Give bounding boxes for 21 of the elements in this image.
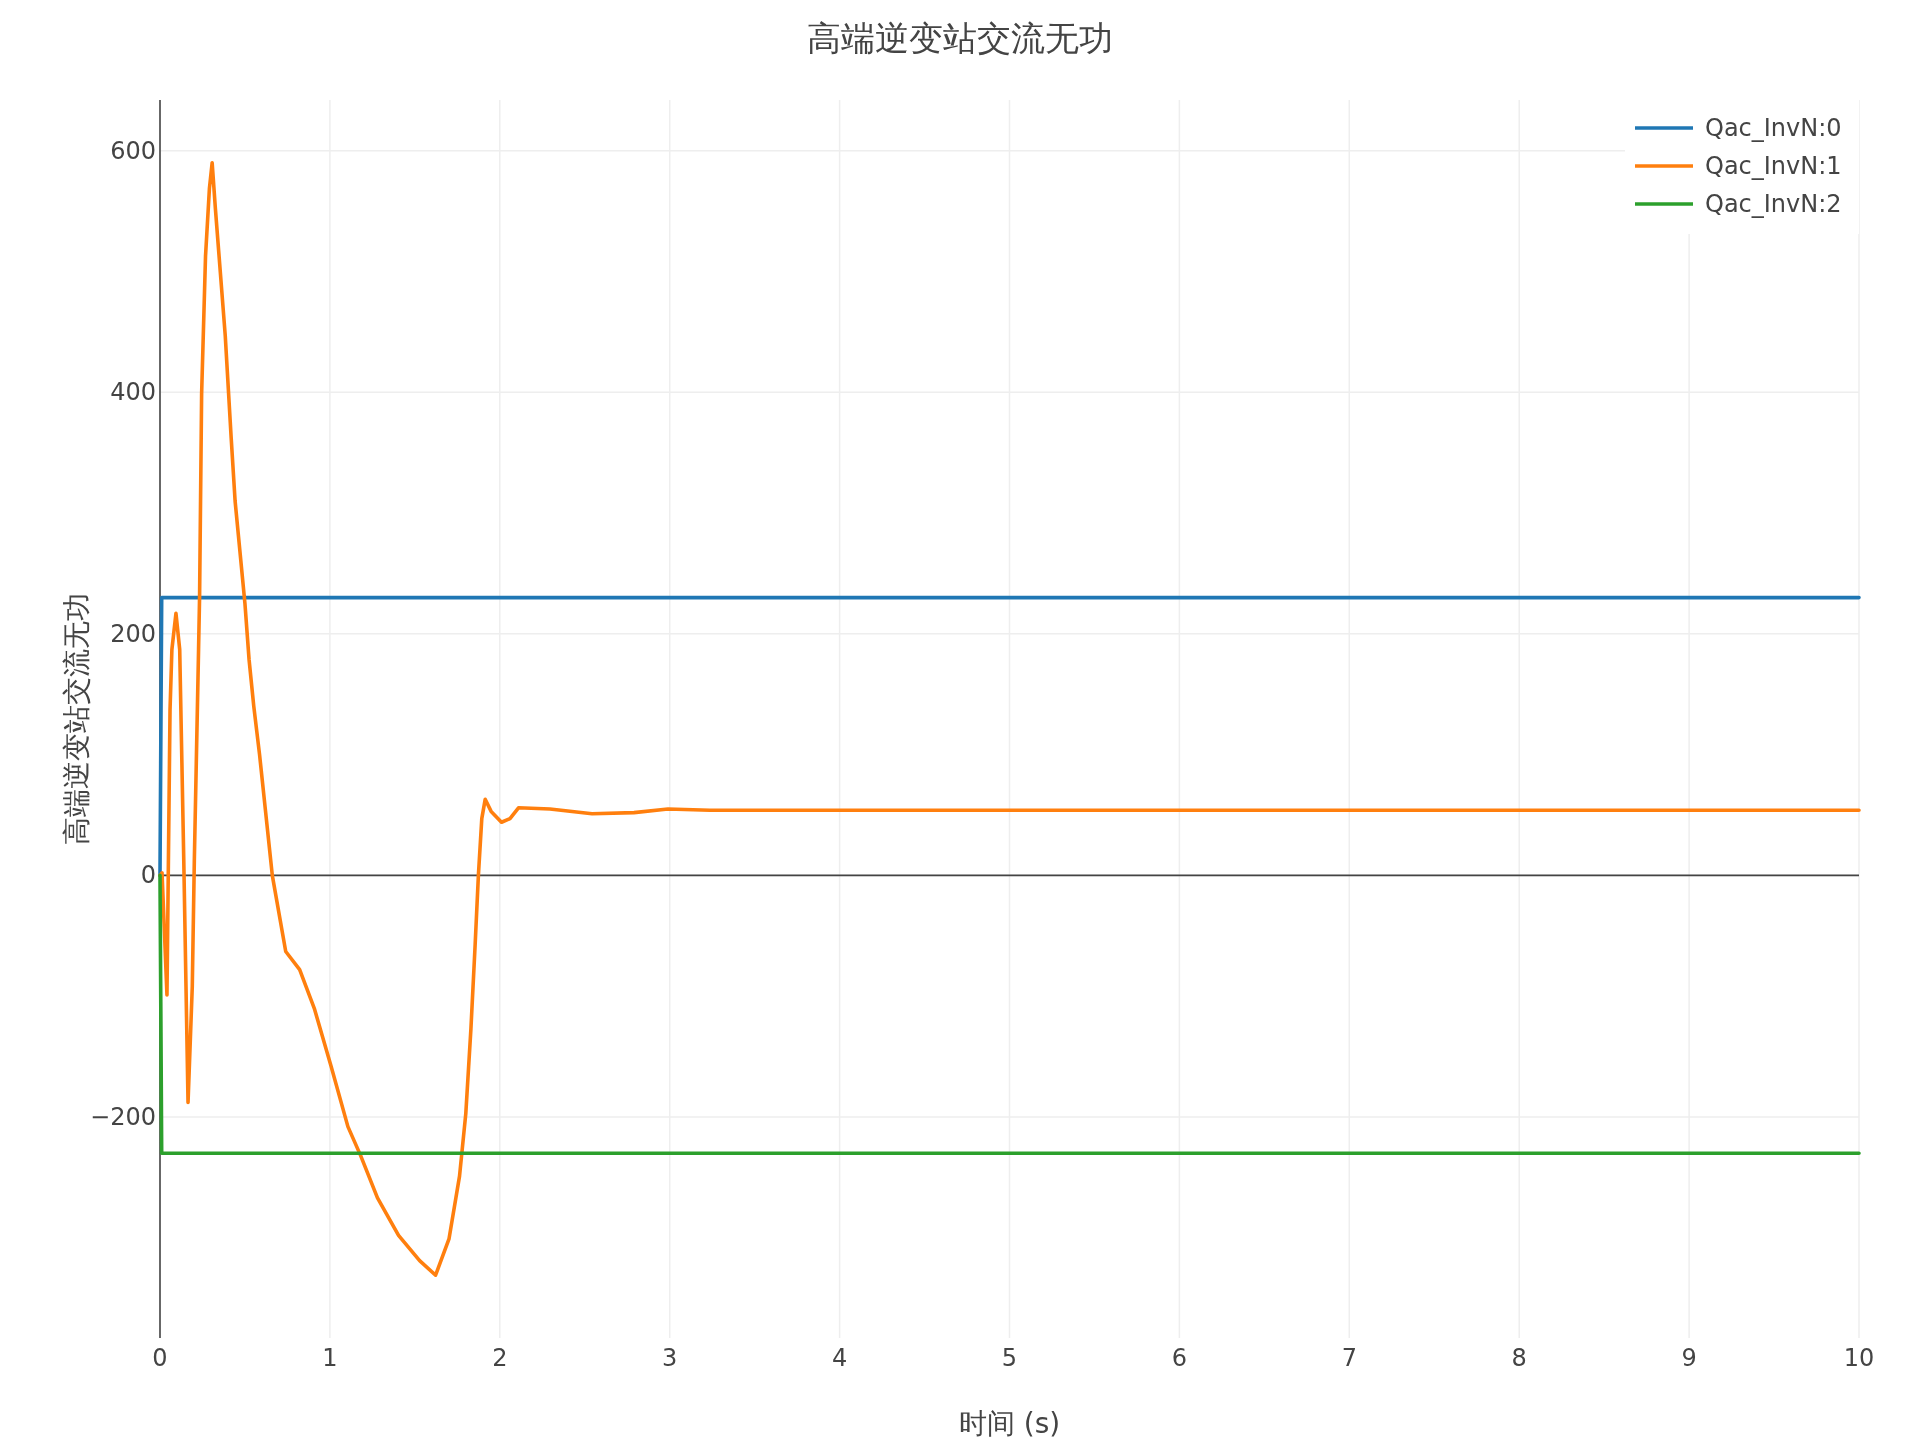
x-tick-label: 10 bbox=[1843, 1344, 1875, 1372]
y-tick-label: 200 bbox=[110, 619, 156, 648]
y-tick-label: 400 bbox=[110, 378, 156, 407]
x-tick-label: 7 bbox=[1341, 1344, 1357, 1372]
legend-label: Qac_InvN:1 bbox=[1705, 152, 1842, 180]
legend-label: Qac_InvN:0 bbox=[1705, 114, 1842, 142]
legend-label: Qac_InvN:2 bbox=[1705, 190, 1842, 218]
x-tick-label: 1 bbox=[322, 1344, 338, 1372]
y-tick-label: 600 bbox=[110, 136, 156, 165]
x-tick-label: 6 bbox=[1171, 1344, 1188, 1372]
x-tick-label: 5 bbox=[1001, 1344, 1018, 1372]
x-tick-label: 9 bbox=[1681, 1344, 1697, 1372]
y-tick-label: 0 bbox=[140, 861, 156, 890]
y-tick-label: −200 bbox=[90, 1102, 156, 1131]
chart-title: 高端逆变站交流无功 bbox=[807, 18, 1113, 58]
x-tick-label: 2 bbox=[492, 1344, 508, 1372]
x-tick-label: 8 bbox=[1511, 1344, 1527, 1372]
x-tick-label: 3 bbox=[662, 1344, 678, 1372]
y-axis-title: 高端逆变站交流无功 bbox=[59, 593, 93, 845]
x-tick-label: 4 bbox=[831, 1344, 848, 1372]
x-axis-title: 时间 (s) bbox=[958, 1406, 1061, 1440]
